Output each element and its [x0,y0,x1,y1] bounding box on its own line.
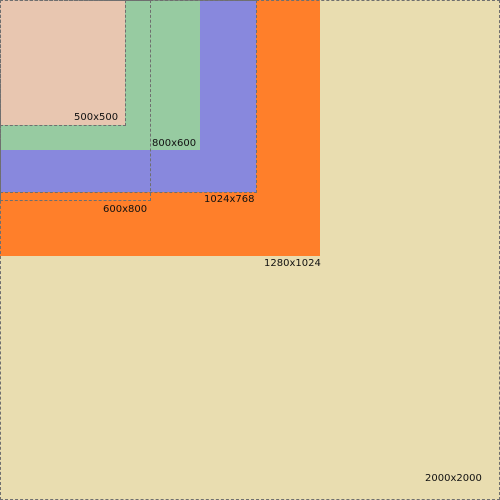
label-500x500: 500x500 [74,112,119,123]
label-1024x768: 1024x768 [204,194,255,205]
label-1280x1024: 1280x1024 [264,258,321,269]
rect-500x500 [0,0,125,125]
label-600x800: 600x800 [103,204,148,215]
label-2000x2000: 2000x2000 [425,473,482,484]
label-800x600: 800x600 [152,138,197,149]
